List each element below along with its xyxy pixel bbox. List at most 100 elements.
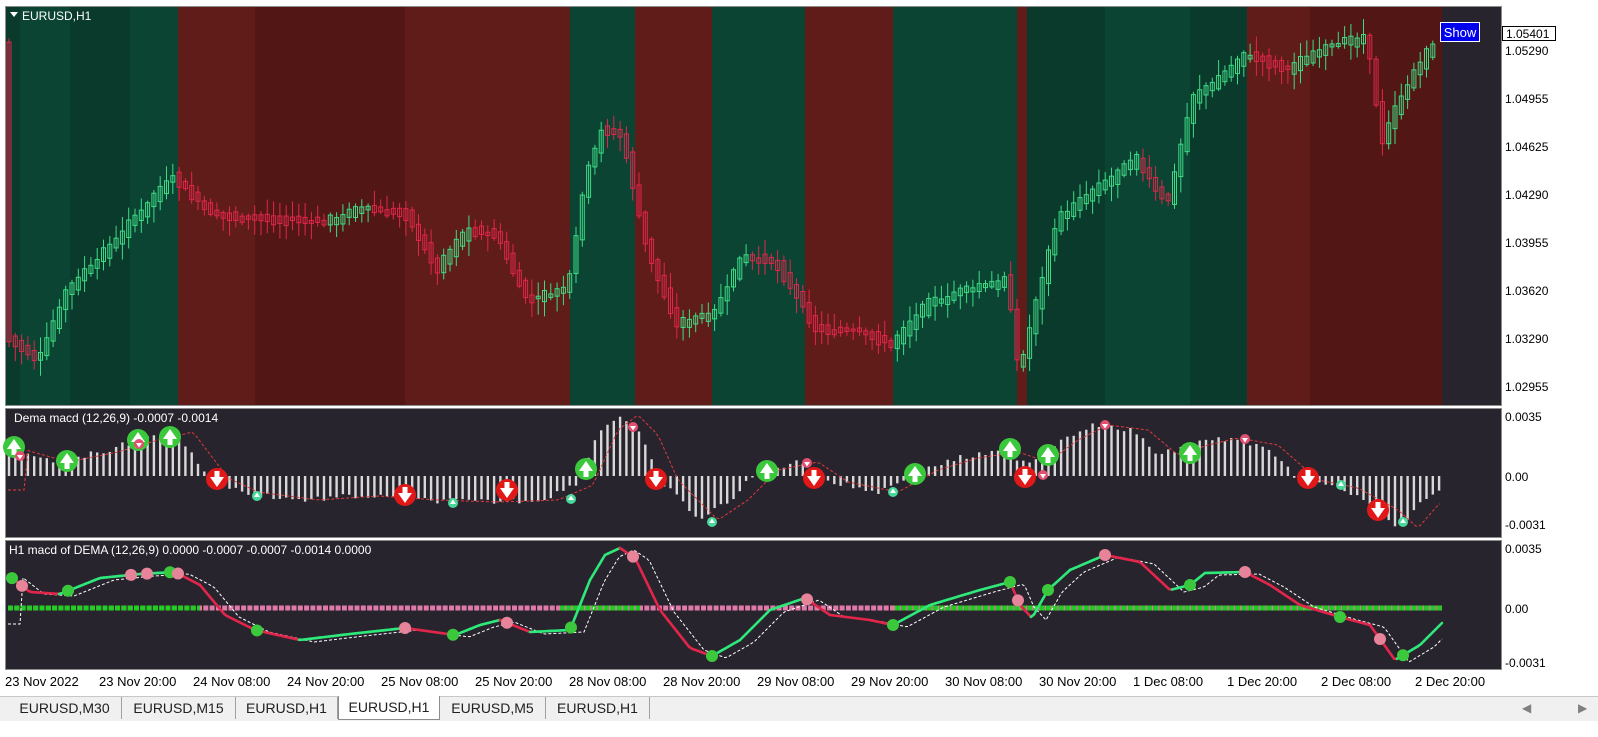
candle-body bbox=[951, 291, 957, 301]
candle-body bbox=[497, 231, 503, 244]
macd-cross-up-dot bbox=[447, 628, 459, 641]
candle-body bbox=[901, 326, 907, 345]
candle-body bbox=[1121, 163, 1127, 176]
candle-body bbox=[50, 320, 56, 342]
candle-body bbox=[630, 151, 636, 189]
candle-body bbox=[649, 238, 655, 264]
dropdown-triangle-icon[interactable] bbox=[10, 12, 18, 17]
candle-body bbox=[1102, 179, 1108, 191]
candle-body bbox=[1052, 228, 1058, 256]
price-tick-label: 1.03955 bbox=[1505, 236, 1549, 250]
chart-tab[interactable]: EURUSD,M30 bbox=[8, 697, 122, 719]
chart-tab[interactable]: EURUSD,H1 bbox=[546, 697, 650, 719]
candle-body bbox=[913, 314, 919, 330]
candle-body bbox=[384, 209, 390, 217]
candle-body bbox=[88, 264, 94, 274]
candle-body bbox=[768, 256, 774, 264]
buy-arrow-icon bbox=[1183, 445, 1197, 461]
candle-body bbox=[863, 330, 869, 336]
small-sell-arrow-icon bbox=[17, 455, 23, 460]
sell-arrow-icon bbox=[500, 482, 514, 498]
candle-body bbox=[1367, 34, 1373, 60]
candle-body bbox=[573, 235, 579, 275]
candle-body bbox=[1115, 169, 1121, 185]
candle-body bbox=[157, 185, 163, 203]
candle-body bbox=[189, 184, 195, 201]
candle-body bbox=[1071, 202, 1077, 217]
small-sell-arrow-icon bbox=[630, 426, 636, 431]
candle-body bbox=[479, 225, 484, 235]
chart-tab[interactable]: EURUSD,H1 bbox=[236, 697, 338, 719]
small-sell-arrow-icon bbox=[1242, 438, 1248, 443]
candle-body bbox=[535, 295, 541, 300]
small-sell-arrow-icon bbox=[1102, 424, 1108, 429]
candle-body bbox=[252, 214, 258, 221]
candle-body bbox=[1424, 48, 1429, 70]
candle-body bbox=[334, 217, 340, 226]
candle-body bbox=[460, 231, 466, 247]
candle-body bbox=[321, 219, 327, 226]
candle-body bbox=[831, 329, 837, 336]
scroll-right-icon[interactable]: ▶ bbox=[1578, 701, 1588, 715]
candle-body bbox=[1222, 70, 1228, 83]
candle-body bbox=[794, 284, 799, 299]
candle-body bbox=[403, 207, 409, 221]
sell-arrow-icon bbox=[1018, 469, 1032, 485]
candle-body bbox=[1064, 210, 1070, 219]
candle-body bbox=[151, 192, 157, 208]
candle-body bbox=[195, 191, 201, 202]
candle-body bbox=[548, 293, 554, 298]
macd-cross-down-dot bbox=[1374, 633, 1386, 645]
candle-body bbox=[825, 324, 831, 335]
candle-body bbox=[875, 331, 881, 346]
candle-body bbox=[453, 238, 459, 258]
chart-tab[interactable]: EURUSD,M5 bbox=[440, 697, 546, 719]
price-tick-label: 1.04290 bbox=[1505, 188, 1549, 202]
candle-body bbox=[970, 287, 976, 293]
candle-body bbox=[308, 219, 314, 224]
candle-body bbox=[964, 285, 970, 293]
candle-body bbox=[743, 254, 749, 264]
candle-body bbox=[1379, 101, 1385, 145]
price-tick-label: 1.04955 bbox=[1505, 92, 1549, 106]
candle-body bbox=[56, 306, 62, 330]
macd-cross-up-dot bbox=[62, 584, 74, 597]
candle-body bbox=[1361, 33, 1366, 45]
indicator1-label: Dema macd (12,26,9) -0.0007 -0.0014 bbox=[14, 411, 219, 425]
candle-body bbox=[1291, 62, 1297, 75]
candle-body bbox=[1285, 65, 1291, 71]
candle-body bbox=[894, 334, 900, 350]
candle-body bbox=[25, 344, 31, 356]
candle-body bbox=[1153, 176, 1159, 192]
candle-body bbox=[1001, 276, 1007, 288]
candle-body bbox=[1027, 327, 1033, 359]
macd-cross-down-dot bbox=[1239, 566, 1251, 578]
candle-body bbox=[617, 128, 623, 138]
chart-canvas bbox=[3, 7, 1444, 663]
indicator2-label: H1 macd of DEMA (12,26,9) 0.0000 -0.0007… bbox=[9, 543, 372, 557]
candle-body bbox=[346, 208, 352, 218]
candle-body bbox=[1190, 94, 1196, 124]
candle-body bbox=[623, 133, 629, 159]
candle-body bbox=[1253, 51, 1259, 62]
macd-of-dema-pane[interactable] bbox=[5, 540, 1502, 670]
candle-body bbox=[699, 312, 705, 319]
macd-line-segment bbox=[579, 593, 586, 604]
dema-macd-pane[interactable] bbox=[5, 408, 1502, 538]
time-tick-label: 24 Nov 20:00 bbox=[287, 674, 365, 689]
show-button[interactable]: Show bbox=[1440, 22, 1480, 42]
price-tick-label: 1.05290 bbox=[1505, 44, 1549, 58]
macd-cross-down-dot bbox=[16, 579, 28, 592]
candle-body bbox=[1077, 197, 1083, 211]
candle-body bbox=[1127, 159, 1133, 171]
candle-body bbox=[1203, 85, 1209, 96]
macd-signal-line bbox=[8, 550, 1443, 663]
chart-tab[interactable]: EURUSD,H1 bbox=[338, 696, 440, 720]
candle-body bbox=[271, 215, 277, 226]
candle-body bbox=[101, 247, 106, 262]
chart-tab[interactable]: EURUSD,M15 bbox=[122, 697, 236, 719]
candle-body bbox=[932, 296, 938, 307]
candle-body bbox=[1335, 43, 1341, 47]
small-buy-arrow-icon bbox=[709, 518, 715, 523]
scroll-left-icon[interactable]: ◀ bbox=[1522, 701, 1532, 715]
